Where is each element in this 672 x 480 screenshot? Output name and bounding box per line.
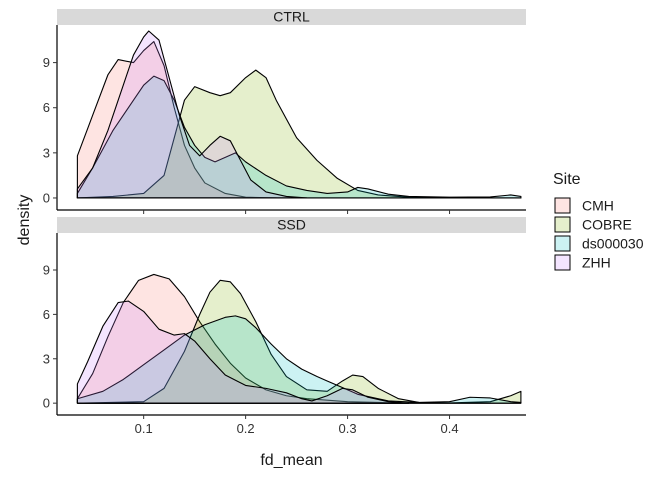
legend-label: CMH bbox=[582, 198, 614, 214]
panel-ctrl: CTRL 0 3 6 9 bbox=[43, 9, 526, 214]
strip-label: CTRL bbox=[273, 9, 310, 25]
density-area-cobre bbox=[76, 279, 522, 404]
y-tick-label: 3 bbox=[43, 351, 50, 366]
density-area-cmh bbox=[76, 40, 277, 199]
strip-background bbox=[57, 217, 526, 233]
density-area-cobre bbox=[76, 69, 522, 199]
legend-label: ds000030 bbox=[582, 236, 644, 252]
density-area-zhh bbox=[76, 30, 308, 199]
strip-background bbox=[57, 9, 526, 25]
y-tick-label: 3 bbox=[43, 145, 50, 160]
density-area-zhh bbox=[76, 300, 410, 404]
y-tick-label: 0 bbox=[43, 396, 50, 411]
x-tick-label: 0.2 bbox=[237, 421, 255, 436]
x-tick-label: 0.1 bbox=[135, 421, 153, 436]
legend-swatch-cmh bbox=[554, 197, 571, 214]
legend-swatch-ds000030 bbox=[554, 235, 571, 252]
legend-swatch-zhh bbox=[554, 254, 571, 271]
density-area-cmh bbox=[76, 273, 410, 404]
legend-label: ZHH bbox=[582, 255, 611, 271]
legend-swatch-cobre bbox=[554, 216, 571, 233]
density-area-ds000030 bbox=[76, 75, 522, 199]
strip-label: SSD bbox=[277, 217, 306, 233]
x-axis-title: fd_mean bbox=[260, 452, 322, 469]
y-tick-label: 9 bbox=[43, 55, 50, 70]
legend-label: COBRE bbox=[582, 217, 632, 233]
y-axis-title: density bbox=[16, 195, 33, 246]
density-area-ds000030 bbox=[76, 315, 522, 404]
y-tick-label: 6 bbox=[43, 307, 50, 322]
y-tick-label: 9 bbox=[43, 262, 50, 277]
y-tick-label: 6 bbox=[43, 100, 50, 115]
y-tick-label: 0 bbox=[43, 190, 50, 205]
legend-title: Site bbox=[553, 171, 581, 188]
panel-ssd: SSD 0 3 6 9 0.1 0.2 0.3 0.4 bbox=[43, 217, 526, 436]
x-tick-label: 0.4 bbox=[440, 421, 458, 436]
x-tick-label: 0.3 bbox=[339, 421, 357, 436]
